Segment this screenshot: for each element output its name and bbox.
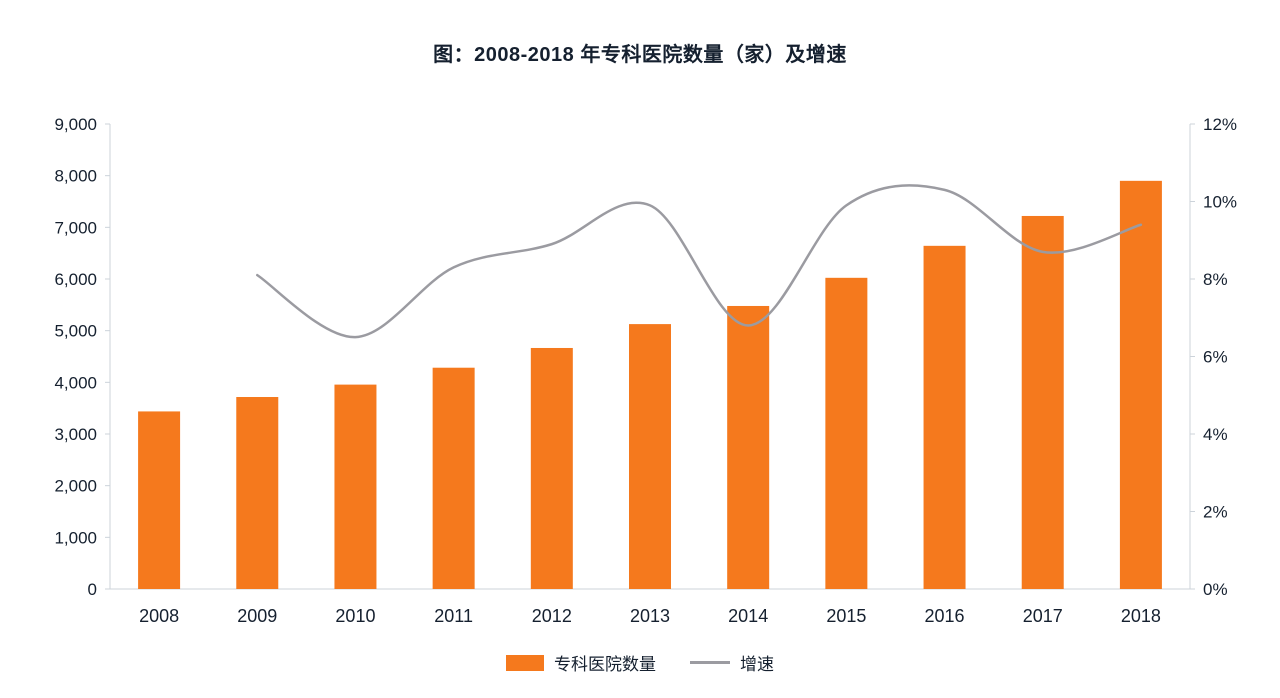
bar-2013: [629, 324, 671, 589]
x-axis-label: 2011: [434, 606, 473, 626]
left-axis-label: 4,000: [54, 373, 97, 392]
bar-2008: [138, 411, 181, 589]
x-axis-label: 2009: [237, 606, 277, 626]
bar-2015: [825, 277, 868, 589]
right-axis-label: 4%: [1203, 425, 1228, 444]
chart-title: 图：2008-2018 年专科医院数量（家）及增速: [433, 44, 847, 66]
bar-2014: [727, 305, 770, 589]
x-axis-label: 2010: [335, 606, 375, 626]
bar-2012: [530, 347, 573, 589]
bar-2010: [334, 384, 377, 589]
x-axis-label: 2018: [1121, 606, 1161, 626]
left-axis-label: 5,000: [54, 322, 97, 341]
right-axis-label: 6%: [1203, 348, 1228, 367]
right-axis-label: 12%: [1203, 115, 1237, 134]
bar-2011: [432, 367, 475, 589]
legend-label-line: 增速: [740, 655, 774, 674]
left-axis-label: 6,000: [54, 270, 97, 289]
bar-2009: [236, 397, 279, 589]
left-axis-label: 7,000: [54, 218, 97, 237]
right-axis-label: 8%: [1203, 270, 1228, 289]
legend-item-bars: 专科医院数量: [506, 650, 656, 675]
left-axis-label: 3,000: [54, 425, 97, 444]
x-axis-label: 2016: [925, 606, 965, 626]
left-axis-label: 0: [88, 580, 97, 599]
x-axis-label: 2008: [139, 606, 179, 626]
bar-2017: [1021, 215, 1064, 589]
bar-2018: [1119, 180, 1162, 590]
right-axis-label: 10%: [1203, 193, 1237, 212]
growth-rate-line: [256, 184, 1143, 339]
bar-series-swatch: [506, 654, 544, 671]
right-axis-label: 2%: [1203, 503, 1228, 522]
right-axis-label: 0%: [1203, 580, 1228, 599]
left-axis-label: 8,000: [54, 167, 97, 186]
line-series-swatch: [690, 661, 730, 664]
x-axis-label: 2017: [1023, 606, 1063, 626]
bar-2016: [923, 245, 966, 589]
left-axis-label: 9,000: [54, 115, 97, 134]
legend-item-line: 增速: [690, 650, 774, 675]
x-axis-label: 2012: [532, 606, 572, 626]
x-axis-label: 2015: [826, 606, 866, 626]
chart-legend: 专科医院数量 增速: [0, 650, 1280, 675]
legend-label-bars: 专科医院数量: [554, 655, 656, 674]
left-axis-label: 1,000: [54, 528, 97, 547]
left-axis-label: 2,000: [54, 477, 97, 496]
x-axis-label: 2013: [630, 606, 670, 626]
x-axis-label: 2014: [728, 606, 768, 626]
